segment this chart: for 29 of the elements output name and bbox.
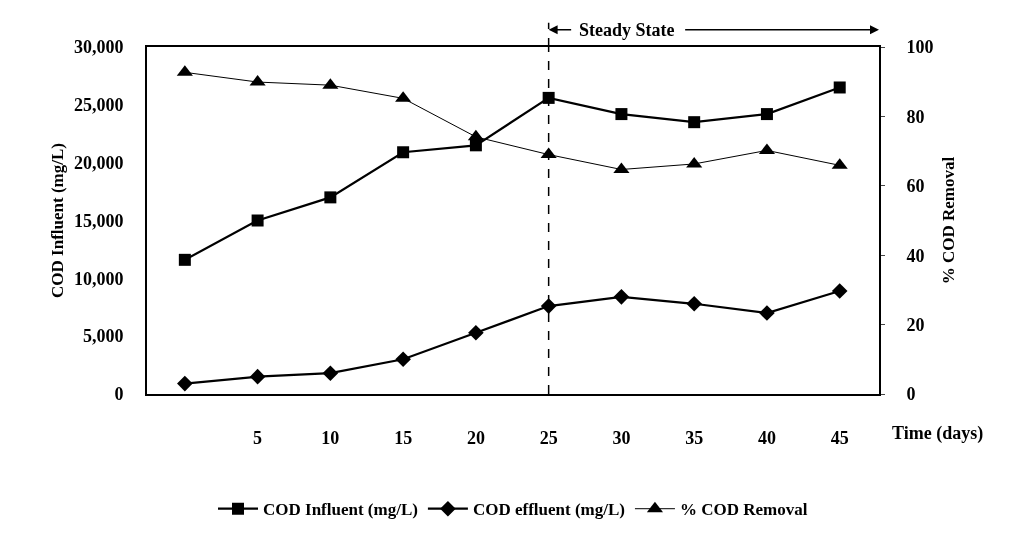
x-tick-label: 5 bbox=[253, 427, 263, 448]
x-tick-label: 10 bbox=[321, 427, 340, 448]
x-tick-label: 30 bbox=[612, 427, 631, 448]
y-axis-title: COD Influent (mg/L) bbox=[47, 143, 67, 298]
legend-label: COD effluent (mg/L) bbox=[472, 500, 625, 520]
x-tick-label: 25 bbox=[539, 427, 558, 448]
x-tick-label: 40 bbox=[757, 427, 776, 448]
y2-tick-label: 20 bbox=[906, 314, 925, 335]
x-tick-label: 35 bbox=[685, 427, 704, 448]
x-tick-label: 15 bbox=[394, 427, 413, 448]
y2-tick-label: 60 bbox=[906, 176, 925, 197]
y2-axis-title: % COD Removal bbox=[939, 156, 959, 285]
x-tick-label: 45 bbox=[830, 427, 849, 448]
x-tick-label: 20 bbox=[466, 427, 485, 448]
y2-tick-label: 40 bbox=[906, 245, 925, 266]
y-tick-label: 10,000 bbox=[73, 268, 124, 289]
y-tick-label: 20,000 bbox=[73, 152, 124, 173]
y-tick-label: 25,000 bbox=[73, 95, 124, 116]
y2-tick-label: 80 bbox=[906, 106, 925, 127]
legend-label: % COD Removal bbox=[679, 500, 808, 520]
y2-tick-label: 100 bbox=[906, 37, 934, 58]
x-axis-title: Time (days) bbox=[892, 423, 984, 444]
y-tick-label: 0 bbox=[114, 384, 124, 405]
y-tick-label: 15,000 bbox=[73, 210, 124, 231]
y-tick-label: 5,000 bbox=[82, 326, 124, 347]
y-tick-label: 30,000 bbox=[73, 37, 124, 58]
y2-tick-label: 0 bbox=[906, 384, 916, 405]
legend-label: COD Influent (mg/L) bbox=[263, 500, 418, 520]
legend-label: Steady State bbox=[579, 20, 675, 40]
